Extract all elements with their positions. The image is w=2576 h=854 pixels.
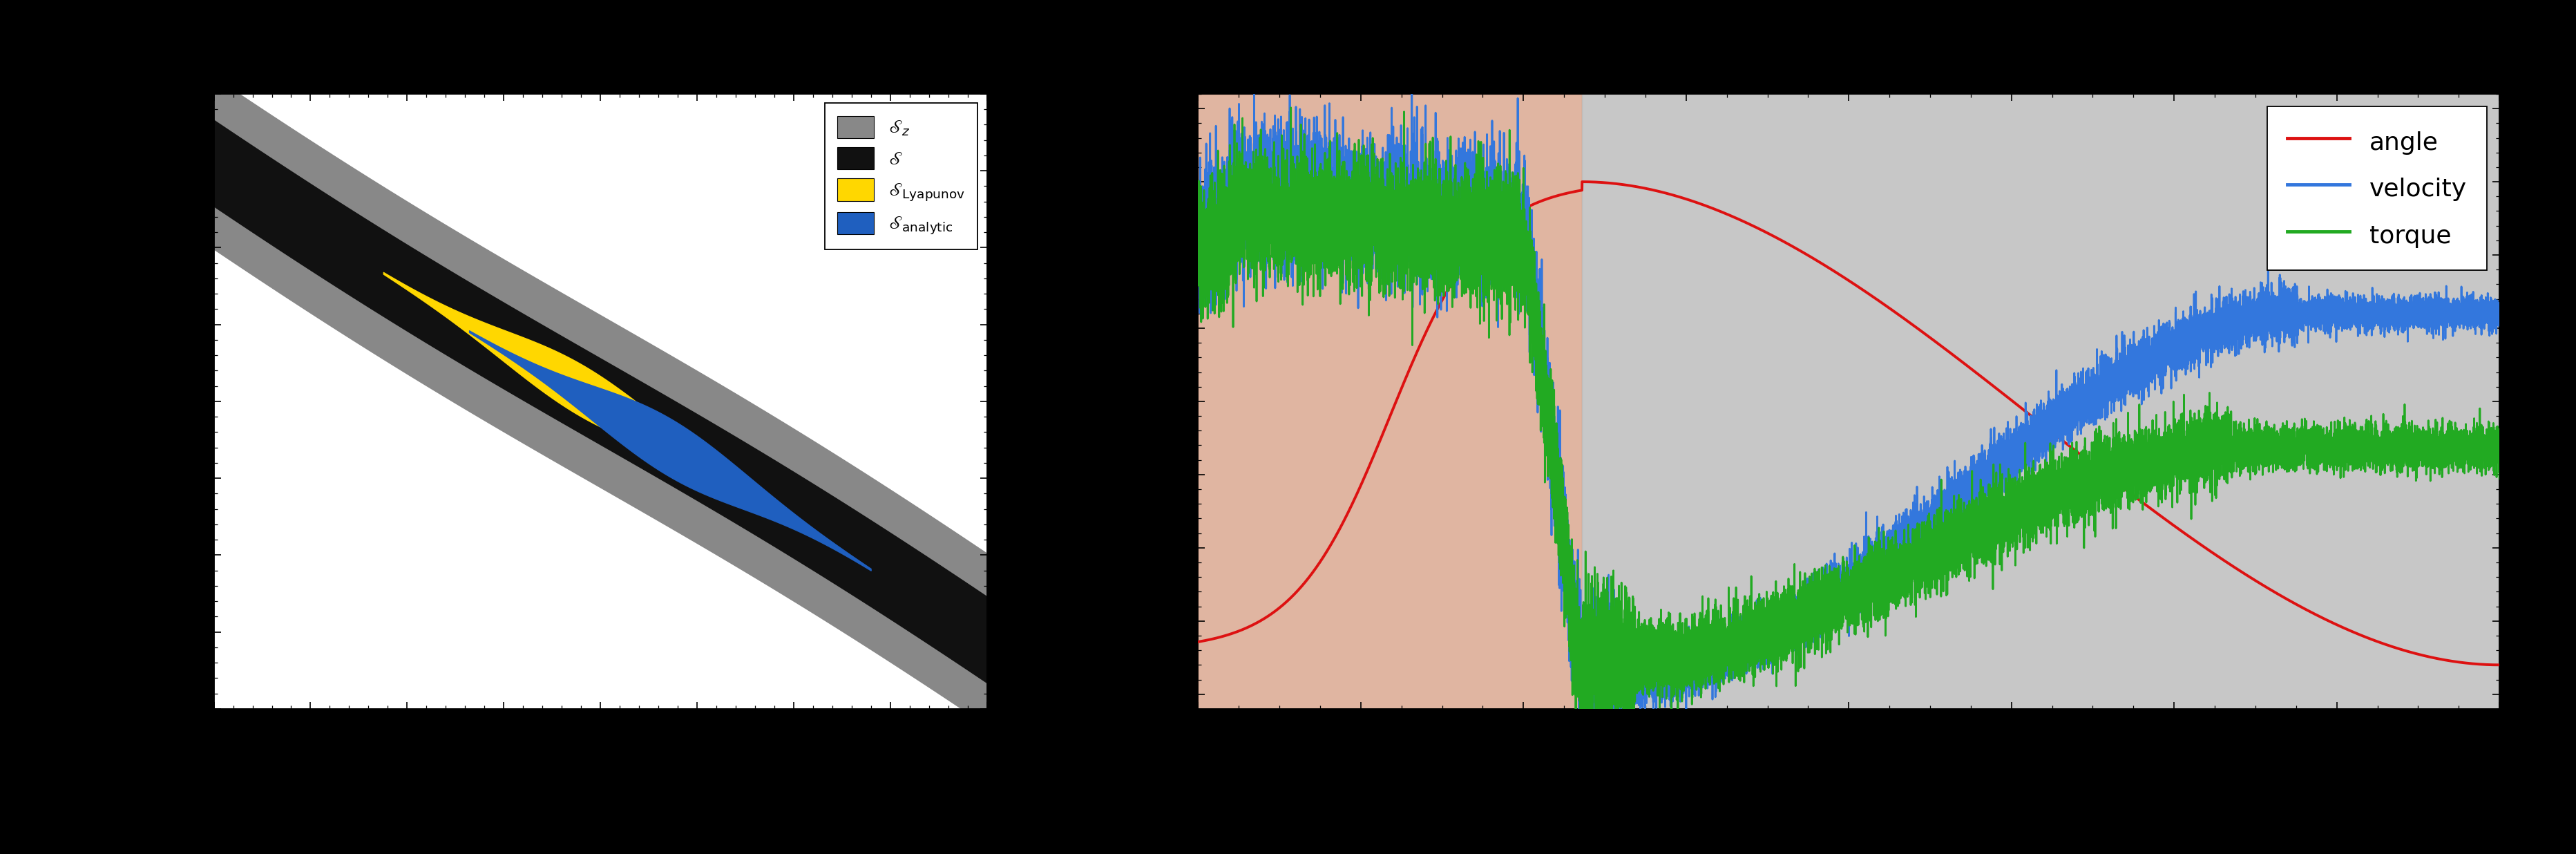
Legend: angle, velocity, torque: angle, velocity, torque [2267, 107, 2486, 270]
Bar [1582, 94, 2499, 709]
Bar [1198, 94, 1582, 709]
Legend: $\mathscr{S}_z$, $\mathscr{S}$, $\mathscr{S}_{\mathrm{Lyapunov}}$, $\mathscr{S}_: $\mathscr{S}_z$, $\mathscr{S}$, $\mathsc… [824, 103, 976, 249]
